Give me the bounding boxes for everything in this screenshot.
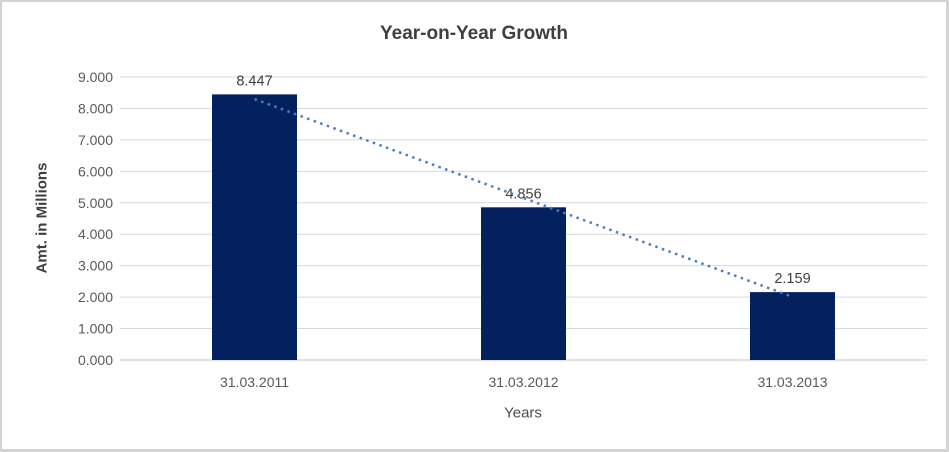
x-tick-label: 31.03.2012 [488, 374, 558, 390]
bar-data-label: 2.159 [774, 271, 810, 287]
x-tick-label: 31.03.2013 [757, 374, 827, 390]
y-tick-label: 3.000 [78, 258, 113, 274]
trendline [254, 97, 793, 298]
y-tick-label: 8.000 [78, 100, 113, 116]
y-tick-label: 4.000 [78, 226, 113, 242]
y-tick-label: 6.000 [78, 163, 113, 179]
y-tick-label: 0.000 [78, 352, 113, 368]
bar [212, 94, 297, 360]
y-tick-label: 2.000 [78, 289, 113, 305]
bar-data-label: 4.856 [505, 186, 541, 202]
x-axis-title: Years [504, 404, 542, 422]
bar [750, 292, 835, 360]
bar [481, 207, 566, 360]
y-tick-label: 7.000 [78, 132, 113, 148]
y-tick-label: 5.000 [78, 195, 113, 211]
chart-title: Year-on-Year Growth [380, 23, 568, 44]
y-tick-label: 1.000 [78, 321, 113, 337]
x-tick-label: 31.03.2011 [220, 374, 289, 390]
bar-data-label: 8.447 [236, 73, 272, 89]
y-tick-label: 9.000 [78, 69, 113, 85]
